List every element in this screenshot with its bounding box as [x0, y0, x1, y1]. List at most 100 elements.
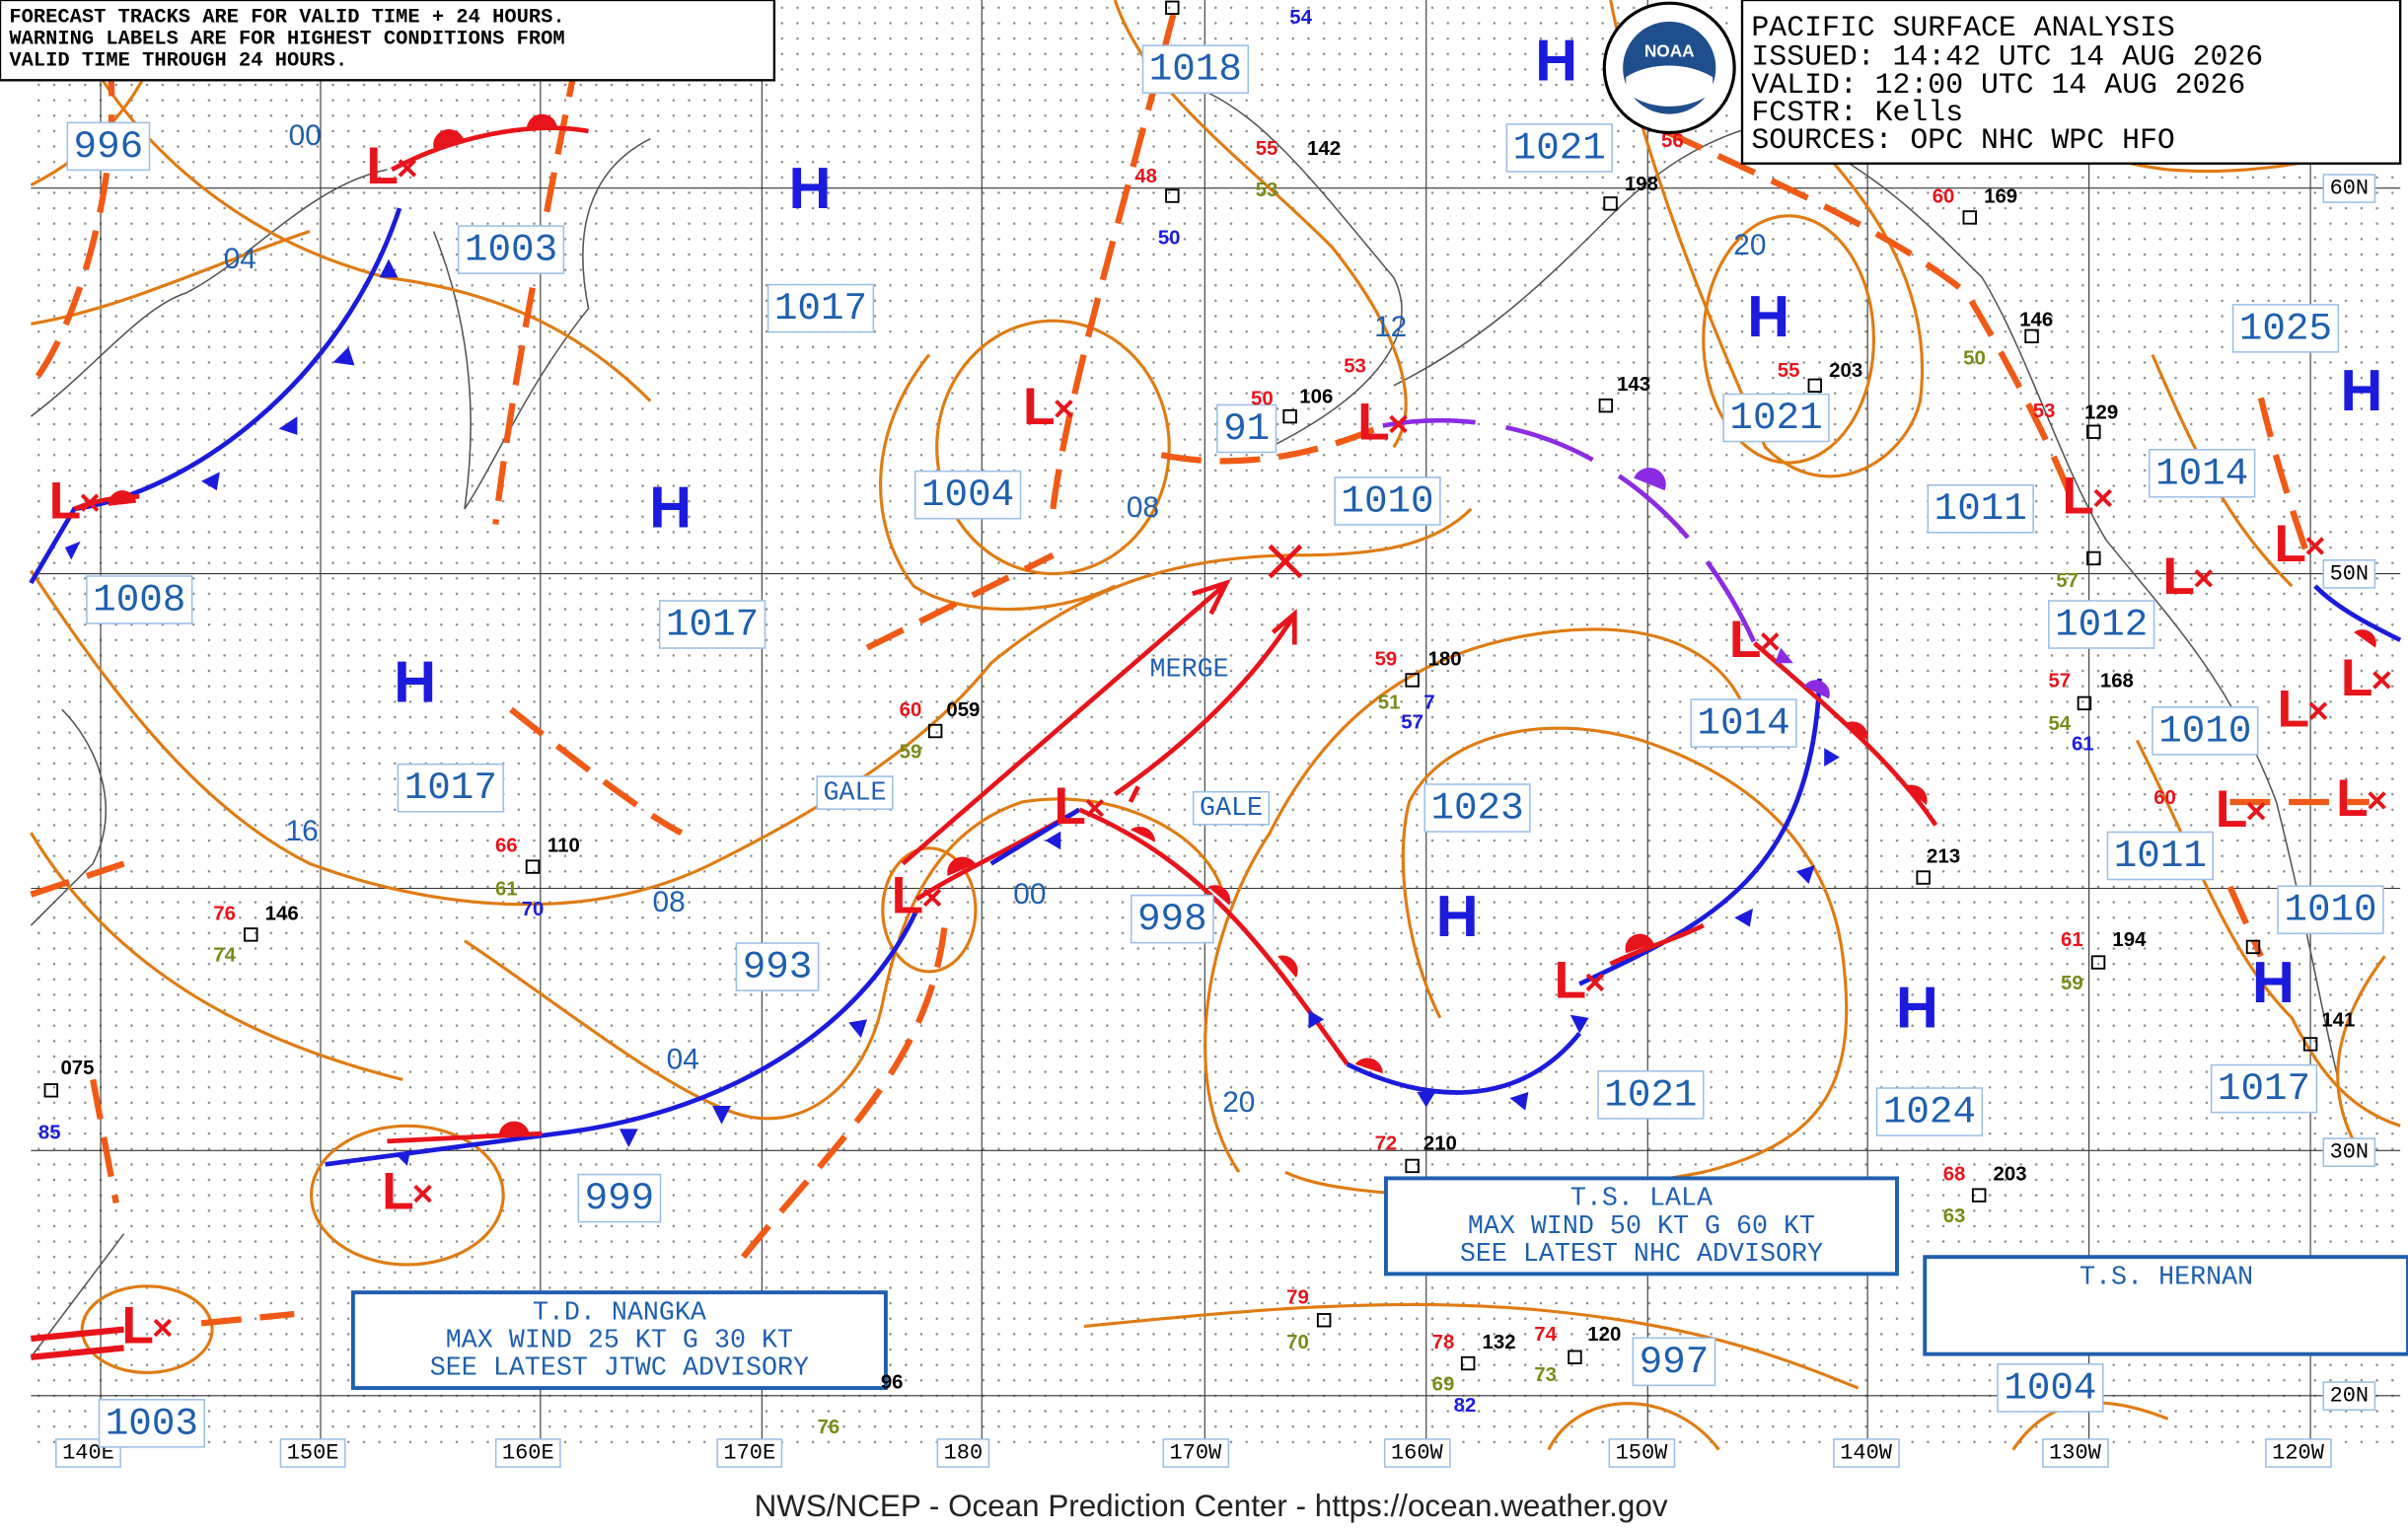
- low-center: L: [121, 1297, 154, 1355]
- central-pressure: 1014: [1697, 701, 1789, 746]
- notice-box: [0, 0, 776, 82]
- isobar: [309, 1124, 505, 1267]
- station-value: 146: [2019, 310, 2053, 331]
- central-pressure-box: [1130, 894, 1214, 944]
- central-pressure-box: [1334, 476, 1441, 526]
- station-icon: [525, 859, 541, 874]
- longitude-label: 130W: [2049, 1441, 2102, 1466]
- cold-front: [325, 909, 919, 1167]
- noaa-logo-bird: [1626, 65, 1714, 107]
- station-value: 194: [2112, 929, 2147, 951]
- station-icon: [1598, 398, 1614, 413]
- low-center-x: [2368, 791, 2386, 810]
- station-value: 132: [1483, 1332, 1516, 1353]
- station-value: 76: [213, 903, 236, 924]
- central-pressure-box: [1690, 698, 1797, 748]
- station-icon: [1568, 1350, 1582, 1364]
- longitude-label-box: [936, 1438, 990, 1468]
- latitude-label-box: [2322, 559, 2376, 589]
- station-value: 7: [1423, 692, 1434, 713]
- station-value: 141: [2321, 1009, 2355, 1031]
- isobar-label: 00: [289, 119, 322, 152]
- latitude-label-box: [2322, 174, 2376, 203]
- low-center: L: [1357, 394, 1390, 452]
- header-line: FCSTR: Kells: [1751, 96, 1963, 129]
- gale-label: GALE: [823, 778, 886, 808]
- merge-label: MERGE: [1150, 655, 1229, 685]
- station-value: 63: [1943, 1205, 1966, 1227]
- longitude-label: 180: [944, 1441, 984, 1466]
- central-pressure: 1008: [93, 578, 185, 622]
- isobar: [30, 797, 1225, 1121]
- cold-front: [2313, 584, 2402, 642]
- station-icon: [2245, 939, 2261, 955]
- station-value: 60: [2153, 787, 2176, 809]
- station-icon: [2302, 1037, 2318, 1052]
- gale-label-box: [1192, 790, 1271, 826]
- low-center-x: [922, 888, 942, 908]
- longitude-label: 150W: [1616, 1441, 1669, 1466]
- warm-front: [391, 125, 589, 173]
- station-value: 120: [1587, 1324, 1621, 1346]
- central-pressure-box: [98, 1399, 205, 1448]
- central-pressure-box: [2048, 600, 2155, 649]
- central-pressure-box: [1927, 483, 2034, 534]
- station-value: 61: [495, 878, 518, 900]
- central-pressure: 1021: [1729, 396, 1822, 440]
- central-pressure-box: [1141, 44, 1250, 94]
- central-pressure-box: [2210, 1063, 2318, 1114]
- central-pressure: 999: [585, 1176, 655, 1220]
- labels: 140E 150E 160E 170E 180 170W 160W 150W 140W 130W 1…: [38, 0, 2408, 1468]
- station-value: 82: [1454, 1395, 1477, 1417]
- station-value: 55: [1778, 360, 1800, 382]
- advisory-line: SEE LATEST NHC ADVISORY: [1460, 1239, 1823, 1269]
- map-area: [31, 0, 2401, 1450]
- latitude-label: 30N: [2330, 1140, 2370, 1165]
- station-icon: [1165, 0, 1180, 16]
- longitude-label: 140W: [1840, 1441, 1893, 1466]
- central-pressure: 1017: [404, 766, 497, 810]
- high-center: H: [394, 649, 436, 715]
- header-box: [1740, 0, 2402, 165]
- station-value: 54: [2048, 713, 2071, 735]
- central-pressure-box: [457, 225, 565, 274]
- isobar-label: 08: [653, 886, 686, 918]
- stationary-front-segment: [989, 807, 1081, 866]
- central-pressure-box: [735, 942, 820, 991]
- central-pressure: 1021: [1513, 125, 1606, 170]
- longitude-label-box: [716, 1438, 783, 1468]
- station-value: 210: [1423, 1132, 1457, 1154]
- advisory-line: T.S. LALA: [1570, 1184, 1713, 1213]
- latitude-label-box: [2322, 1137, 2376, 1167]
- trough: [1160, 422, 1385, 465]
- longitude-label-box: [1608, 1438, 1676, 1468]
- longitude-label-box: [494, 1438, 561, 1468]
- header-title: PACIFIC SURFACE ANALYSIS: [1751, 11, 2174, 44]
- station-value: 129: [2084, 402, 2118, 423]
- advisory-line: T.D. NANGKA: [533, 1297, 706, 1327]
- central-pressure: 1014: [2155, 451, 2248, 495]
- station-value: 075: [60, 1058, 94, 1079]
- longitude-label-box: [1833, 1438, 1900, 1468]
- station-value: 168: [2100, 670, 2134, 692]
- central-pressure: 993: [743, 945, 813, 989]
- longitude-label-box: [279, 1438, 346, 1468]
- station-icon: [2077, 695, 2092, 711]
- central-pressure-box: [1722, 393, 1830, 443]
- longitude-label-box: [1383, 1438, 1451, 1468]
- low-center-x: [2246, 802, 2266, 821]
- station-value: 110: [547, 836, 580, 857]
- central-pressure-box: [1423, 783, 1531, 833]
- advisory-line: MAX WIND 50 KT G 60 KT: [1468, 1211, 1815, 1241]
- isobar-label: 08: [1127, 491, 1159, 524]
- high-center: H: [1747, 283, 1789, 349]
- central-pressure-box: [658, 600, 766, 649]
- station-icon: [1962, 210, 1977, 225]
- low-center: L: [2216, 780, 2248, 839]
- advisory-line: SEE LATEST JTWC ADVISORY: [430, 1353, 809, 1383]
- longitude-label: 170E: [723, 1441, 775, 1466]
- station-value: 169: [1984, 186, 2017, 208]
- central-pressure: 1017: [774, 286, 867, 330]
- station-icon: [1282, 408, 1297, 424]
